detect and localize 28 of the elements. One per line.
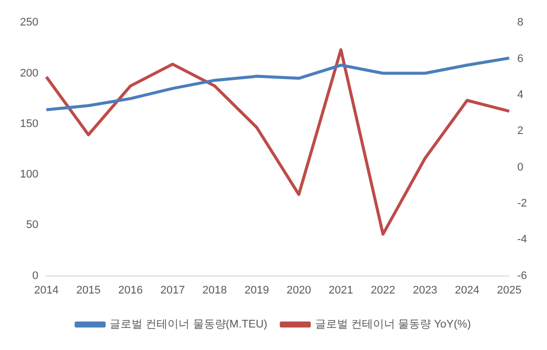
y2-tick-label: 0: [517, 161, 524, 174]
x-tick-label: 2016: [118, 284, 143, 296]
x-tick-label: 2014: [34, 284, 59, 296]
x-tick-label: 2024: [454, 284, 480, 296]
y2-tick-label: -2: [517, 197, 527, 210]
y-tick-label: 250: [20, 16, 38, 29]
x-tick-label: 2022: [370, 284, 396, 296]
x-tick-label: 2020: [286, 284, 312, 296]
y-tick-label: 0: [32, 270, 38, 282]
y2-tick-label: 2: [517, 125, 524, 138]
x-tick-label: 2018: [202, 284, 227, 296]
y-tick-label: 150: [20, 118, 38, 130]
x-tick-label: 2019: [244, 284, 269, 296]
y2-tick-label: 6: [517, 52, 524, 65]
y2-tick-label: -6: [517, 270, 527, 282]
legend-label: 글로벌 컨테이너 물동량(M.TEU): [110, 318, 268, 331]
y-tick-label: 100: [20, 168, 38, 181]
x-tick-label: 2023: [412, 284, 438, 296]
y2-tick-label: 4: [517, 88, 524, 101]
legend-label: 글로벌 컨테이너 물동량 YoY(%): [314, 318, 471, 331]
x-tick-label: 2015: [76, 284, 101, 296]
y2-tick-label: 8: [517, 16, 524, 29]
y-tick-label: 200: [20, 67, 38, 80]
x-tick-label: 2017: [160, 284, 185, 296]
y2-tick-label: -4: [517, 234, 527, 246]
y-tick-label: 50: [26, 219, 38, 232]
x-tick-label: 2021: [328, 284, 354, 296]
x-tick-label: 2025: [496, 284, 522, 296]
